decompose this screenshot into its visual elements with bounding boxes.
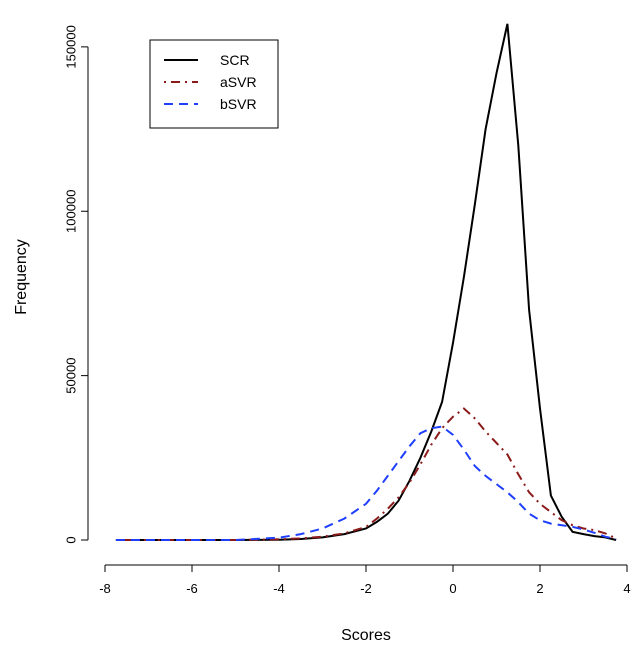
series-layer [115, 23, 617, 541]
legend-label-bsvr: bSVR [220, 96, 257, 112]
x-tick-label: 4 [623, 581, 630, 596]
x-tick-label: -8 [99, 581, 111, 596]
y-tick-label: 0 [63, 536, 78, 543]
series-line-bsvr [115, 425, 617, 541]
y-tick-label: 150000 [63, 25, 78, 68]
y-tick-label: 100000 [63, 190, 78, 233]
x-tick-label: -4 [273, 581, 285, 596]
series-line-scr [115, 23, 617, 541]
legend-label-scr: SCR [220, 52, 250, 68]
legend: SCR aSVR bSVR [149, 39, 279, 129]
x-axis-title: Scores [341, 627, 391, 644]
y-tick-label: 50000 [63, 358, 78, 394]
legend-label-asvr: aSVR [220, 74, 257, 90]
y-axis-ticks: 0 50000 100000 150000 [63, 25, 88, 544]
x-tick-label: 0 [449, 581, 456, 596]
y-axis-title: Frequency [13, 239, 30, 315]
x-tick-label: -6 [186, 581, 198, 596]
series-line-asvr [115, 407, 617, 541]
x-axis-ticks: -8 -6 -4 -2 0 2 4 [99, 565, 631, 596]
x-tick-label: 2 [536, 581, 543, 596]
x-tick-label: -2 [360, 581, 372, 596]
legend-box [149, 39, 279, 129]
